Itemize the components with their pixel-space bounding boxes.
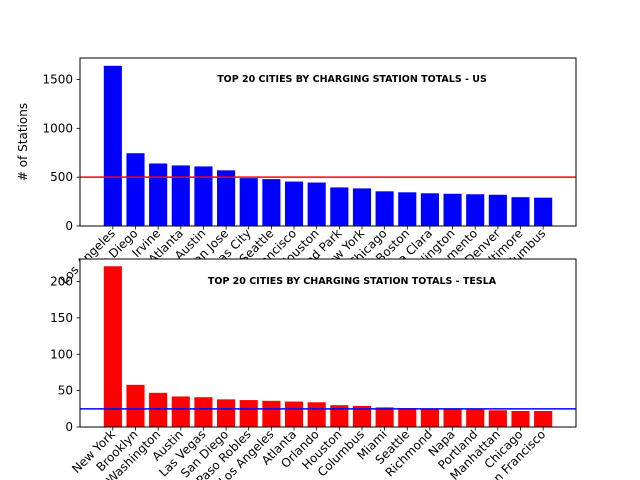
us-y-tick-label: 500 bbox=[50, 170, 73, 184]
us-y-ticks: 0 500 1000 1500 bbox=[42, 72, 80, 233]
us-bar-2 bbox=[149, 163, 168, 226]
tesla-bar-4 bbox=[194, 397, 213, 427]
tesla-chart-title: TOP 20 CITIES BY CHARGING STATION TOTALS… bbox=[208, 276, 497, 287]
us-bar-4 bbox=[194, 166, 213, 226]
us-bar-14 bbox=[420, 193, 439, 226]
us-bar-16 bbox=[466, 194, 485, 226]
tesla-bar-8 bbox=[284, 401, 304, 427]
tesla-chart: 0 50 100 150 200 New YorkBrooklynWashingtonA… bbox=[50, 258, 577, 480]
us-plot-frame bbox=[79, 57, 577, 227]
us-bar-8 bbox=[284, 181, 304, 226]
tesla-bar-3 bbox=[171, 396, 190, 427]
tesla-bar-1 bbox=[126, 384, 145, 427]
us-bar-10 bbox=[330, 187, 349, 226]
us-bars bbox=[103, 65, 553, 226]
tesla-y-tick-label: 0 bbox=[65, 420, 73, 434]
us-y-tick-label: 1000 bbox=[42, 121, 73, 135]
us-bar-9 bbox=[307, 182, 326, 226]
tesla-bar-10 bbox=[330, 405, 349, 427]
tesla-y-tick-label: 50 bbox=[58, 384, 73, 398]
tesla-bar-19 bbox=[534, 411, 553, 427]
us-bar-6 bbox=[239, 178, 258, 226]
tesla-y-tick-label: 200 bbox=[50, 275, 73, 289]
us-y-axis-label: # of Stations bbox=[16, 103, 30, 181]
us-bar-13 bbox=[398, 192, 417, 226]
us-y-tick-label: 1500 bbox=[42, 72, 73, 86]
us-y-tick-label: 0 bbox=[65, 219, 73, 233]
us-bar-15 bbox=[443, 193, 462, 226]
us-bar-7 bbox=[262, 179, 281, 226]
us-bar-0 bbox=[103, 65, 122, 226]
tesla-bar-16 bbox=[466, 409, 485, 427]
tesla-y-ticks: 0 50 100 150 200 bbox=[50, 275, 80, 434]
tesla-bar-9 bbox=[307, 402, 326, 427]
tesla-bar-13 bbox=[398, 408, 417, 427]
tesla-bar-7 bbox=[262, 400, 281, 427]
tesla-bar-2 bbox=[149, 392, 168, 427]
tesla-bar-14 bbox=[420, 408, 439, 427]
us-bar-17 bbox=[488, 194, 507, 226]
us-bar-5 bbox=[217, 170, 236, 226]
tesla-bar-12 bbox=[375, 407, 394, 427]
us-bar-11 bbox=[352, 188, 372, 226]
tesla-plot-frame bbox=[79, 258, 577, 428]
tesla-bar-15 bbox=[443, 408, 462, 427]
us-chart-title: TOP 20 CITIES BY CHARGING STATION TOTALS… bbox=[217, 74, 487, 85]
tesla-bar-6 bbox=[239, 400, 258, 427]
tesla-bar-5 bbox=[217, 399, 236, 427]
tesla-bar-17 bbox=[488, 410, 507, 427]
tesla-y-tick-label: 100 bbox=[50, 347, 73, 361]
us-bar-12 bbox=[375, 191, 394, 226]
us-bar-19 bbox=[534, 197, 553, 226]
tesla-bar-18 bbox=[511, 411, 530, 427]
us-bar-3 bbox=[171, 165, 190, 226]
us-bar-1 bbox=[126, 153, 145, 226]
tesla-y-tick-label: 150 bbox=[50, 311, 73, 325]
tesla-bar-0 bbox=[103, 266, 122, 427]
tesla-bar-11 bbox=[352, 405, 372, 427]
us-bar-18 bbox=[511, 197, 530, 226]
